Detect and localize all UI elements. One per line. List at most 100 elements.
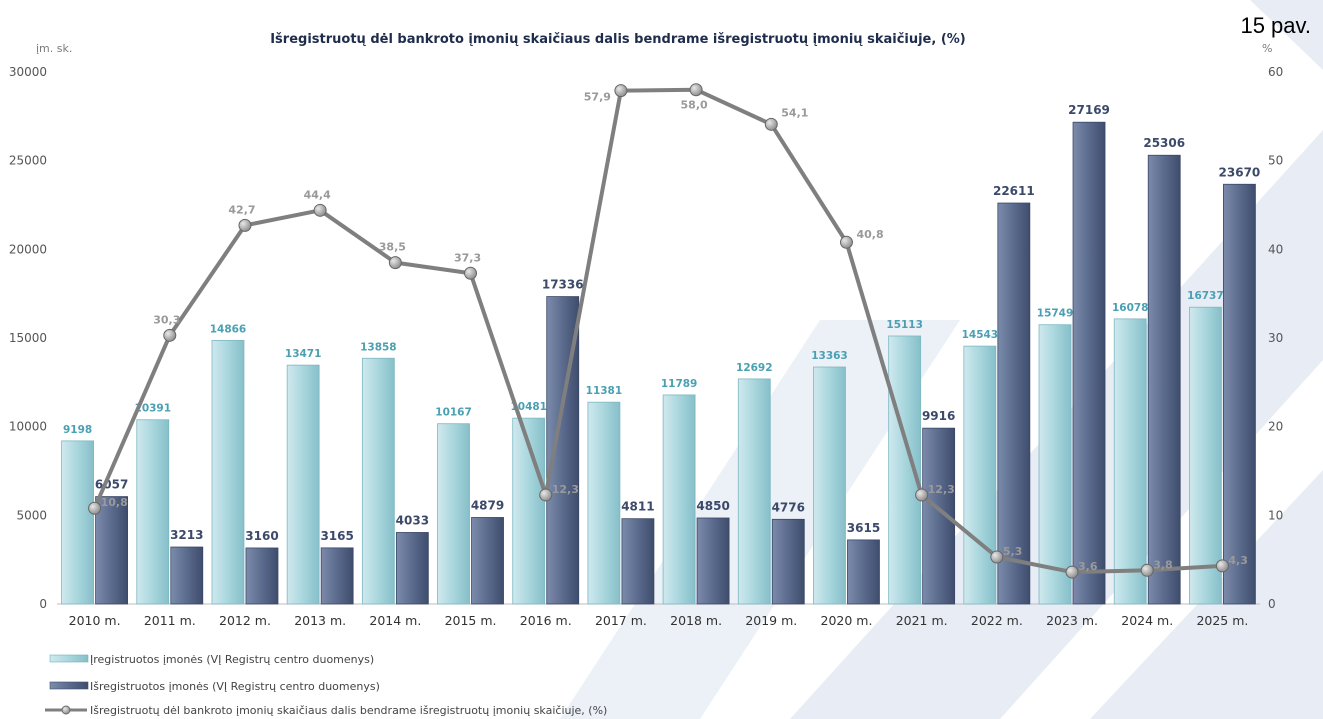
- bar-registered: [512, 417, 546, 605]
- line-point: [1140, 563, 1154, 577]
- legend-swatch-deregistered: [49, 681, 89, 690]
- data-label-percentage: 12,3: [552, 483, 579, 496]
- legend-item-deregistered: Išregistruotos įmonės (VĮ Registrų centr…: [49, 680, 380, 693]
- y-tick-label-right: 0: [1268, 597, 1276, 611]
- data-label-deregistered: 9916: [922, 409, 955, 423]
- x-tick-label: 2011 m.: [144, 613, 196, 628]
- bar-deregistered: [997, 202, 1031, 605]
- bar-registered: [1189, 306, 1222, 605]
- legend-swatch-registered: [49, 654, 89, 663]
- line-point: [614, 84, 628, 98]
- y-tick-label-right: 30: [1268, 331, 1283, 345]
- data-label-percentage: 38,5: [379, 241, 406, 254]
- x-tick-label: 2010 m.: [69, 613, 121, 628]
- data-label-registered: 15749: [1037, 308, 1074, 320]
- data-label-percentage: 4,3: [1228, 554, 1248, 567]
- x-tick-label: 2020 m.: [821, 613, 873, 628]
- data-label-deregistered: 6057: [95, 478, 128, 492]
- line-series-percentage: [92, 87, 1223, 575]
- data-label-percentage: 5,3: [1003, 545, 1023, 558]
- line-point: [88, 501, 102, 515]
- bar-deregistered: [1147, 154, 1181, 605]
- x-tick-label: 2023 m.: [1046, 613, 1098, 628]
- bar-deregistered: [170, 546, 204, 605]
- bar-deregistered: [245, 547, 279, 605]
- y-tick-label-left: 30000: [9, 65, 47, 79]
- data-label-percentage: 30,3: [153, 313, 180, 326]
- bar-deregistered: [320, 547, 354, 605]
- x-tick-label: 2013 m.: [294, 613, 346, 628]
- bar-registered: [587, 401, 621, 605]
- line-point: [915, 488, 929, 502]
- bar-registered: [211, 339, 245, 605]
- bar-deregistered: [95, 496, 128, 605]
- y-tick-label-right: 40: [1268, 242, 1283, 256]
- bar-registered: [286, 364, 320, 605]
- bar-registered: [963, 345, 997, 605]
- data-label-percentage: 37,3: [454, 251, 481, 264]
- bar-registered: [1113, 318, 1147, 605]
- data-label-deregistered: 4811: [621, 500, 654, 514]
- data-label-percentage: 3,8: [1153, 558, 1173, 571]
- x-tick-label: 2024 m.: [1121, 613, 1173, 628]
- bar-registered: [1038, 324, 1072, 605]
- data-label-percentage: 54,1: [781, 106, 808, 119]
- line-point: [689, 83, 703, 97]
- data-label-deregistered: 4879: [471, 498, 504, 512]
- data-label-registered: 14866: [210, 323, 247, 335]
- data-label-deregistered: 27169: [1068, 103, 1110, 117]
- bar-registered: [737, 378, 771, 605]
- y-tick-label-right: 60: [1268, 65, 1283, 79]
- line-point: [163, 328, 177, 342]
- data-label-deregistered: 3213: [170, 528, 203, 542]
- y-tick-label-left: 20000: [9, 242, 47, 256]
- data-label-deregistered: 25306: [1143, 136, 1185, 150]
- y-ticks-right: 0 10 20 30 40 50 60: [1268, 65, 1283, 611]
- data-label-deregistered: 22611: [993, 184, 1035, 198]
- bar-deregistered: [395, 532, 429, 605]
- data-label-registered: 16078: [1112, 302, 1149, 314]
- line-point: [238, 218, 252, 232]
- data-label-registered: 11381: [586, 385, 623, 397]
- x-tick-label: 2012 m.: [219, 613, 271, 628]
- y-tick-label-left: 15000: [9, 331, 47, 345]
- y-tick-label-left: 5000: [16, 508, 47, 522]
- line-point: [464, 266, 478, 280]
- data-label-deregistered: 3160: [245, 529, 278, 543]
- data-label-deregistered: 4776: [772, 500, 805, 514]
- data-label-registered: 11789: [661, 378, 698, 390]
- legend-label-registered: Įregistruotos įmonės (VĮ Registrų centro…: [90, 653, 374, 666]
- line-point: [990, 550, 1004, 564]
- bar-deregistered: [1072, 121, 1106, 605]
- x-tick-label: 2018 m.: [670, 613, 722, 628]
- y-tick-label-right: 20: [1268, 420, 1283, 434]
- data-label-registered: 13471: [285, 348, 322, 360]
- legend-label-deregistered: Išregistruotos įmonės (VĮ Registrų centr…: [90, 680, 380, 693]
- x-ticks: 2010 m. 2011 m. 2012 m. 2013 m. 2014 m. 2015 …: [69, 613, 1249, 628]
- chart-title: Išregistruotų dėl bankroto įmonių skaiči…: [270, 32, 966, 47]
- x-tick-label: 2022 m.: [971, 613, 1023, 628]
- x-tick-label: 2019 m.: [745, 613, 797, 628]
- line-point: [839, 235, 853, 249]
- legend: Įregistruotos įmonės (VĮ Registrų centro…: [45, 653, 607, 717]
- data-label-registered: 10391: [135, 403, 172, 415]
- legend-item-registered: Įregistruotos įmonės (VĮ Registrų centro…: [49, 653, 374, 666]
- bar-deregistered: [847, 539, 880, 605]
- x-tick-label: 2025 m.: [1196, 613, 1248, 628]
- data-label-percentage: 40,8: [856, 228, 883, 241]
- data-label-deregistered: 23670: [1219, 165, 1261, 179]
- data-label-registered: 16737: [1187, 290, 1224, 302]
- y-axis-label-right: %: [1262, 42, 1272, 55]
- bar-deregistered: [1223, 183, 1256, 605]
- bar-registered: [136, 419, 170, 605]
- y-ticks-left: 0 5000 10000 15000 20000 25000 30000: [9, 65, 47, 611]
- y-tick-label-left: 10000: [9, 420, 47, 434]
- data-label-percentage: 57,9: [584, 91, 611, 104]
- bar-registered: [662, 394, 696, 605]
- x-tick-label: 2016 m.: [520, 613, 572, 628]
- line-point: [388, 256, 402, 270]
- data-label-percentage: 12,3: [928, 483, 955, 496]
- y-axis-label-left: įm. sk.: [36, 42, 72, 55]
- y-tick-label-right: 10: [1268, 508, 1283, 522]
- bar-registered: [813, 366, 846, 605]
